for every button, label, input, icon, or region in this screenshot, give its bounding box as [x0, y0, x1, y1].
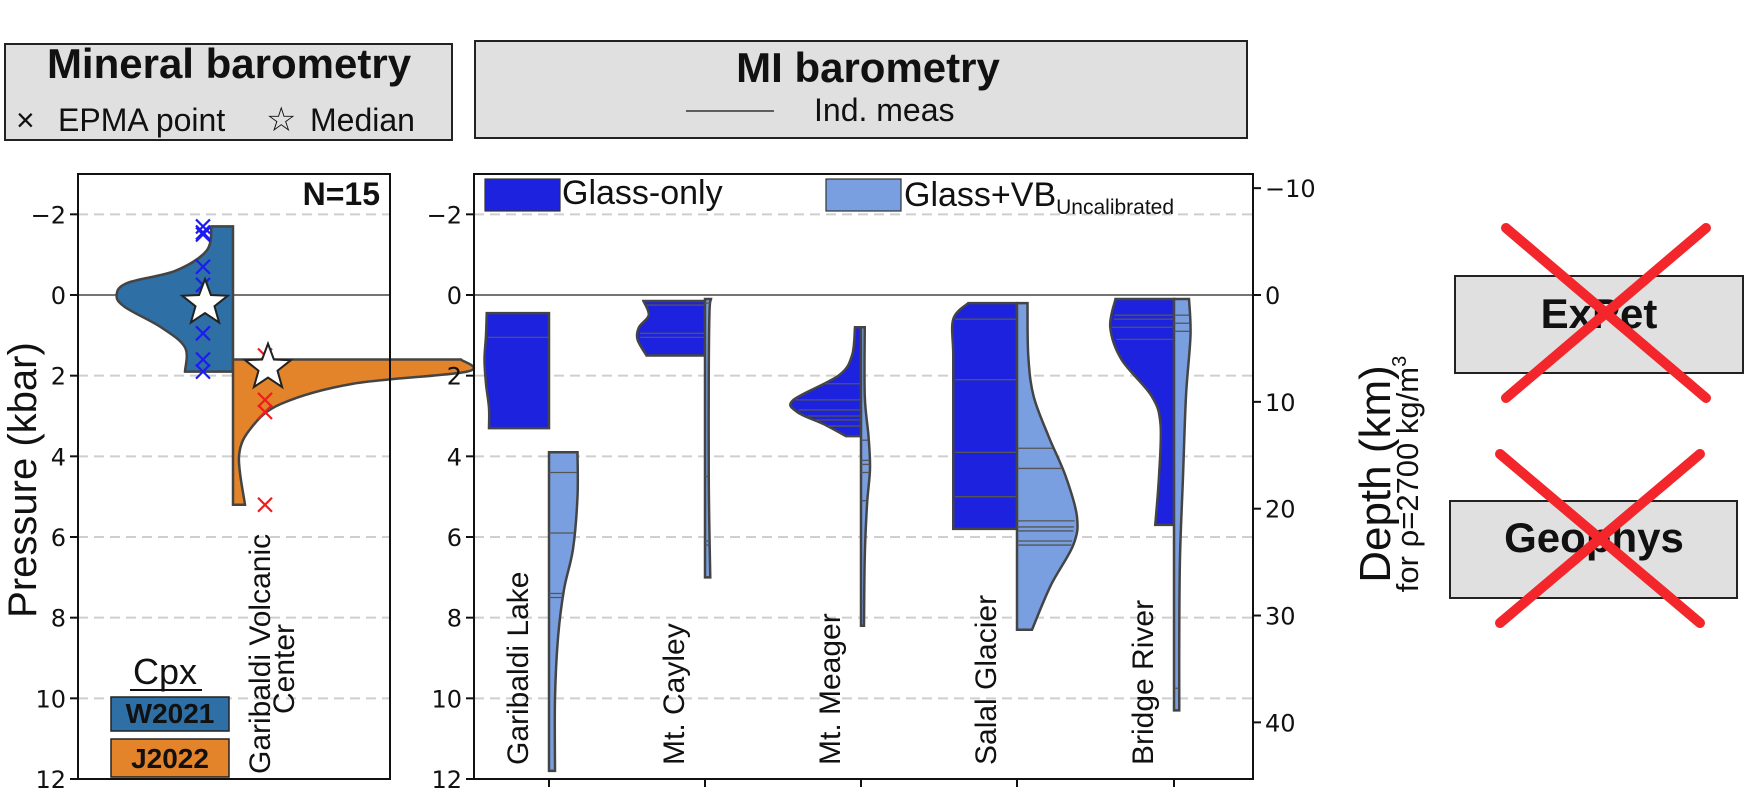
epma-point	[195, 363, 211, 380]
ind-meas-label: Ind. meas	[814, 92, 955, 128]
violin-glass-vb	[1015, 301, 1079, 632]
median-star	[242, 340, 294, 390]
violin-glass-vb	[547, 451, 580, 773]
glass-vb-legend-label: Glass+VBUncalibrated	[904, 176, 1174, 219]
cross-out-icon	[1501, 223, 1711, 403]
epma-point	[257, 496, 273, 513]
y-tick-label: −2	[427, 201, 462, 229]
j2022-legend-swatch	[110, 738, 230, 778]
depth-tick-label: 0	[1265, 282, 1280, 310]
median-legend-label: Median	[310, 102, 415, 138]
epma-point	[195, 325, 211, 342]
depth-tick-label: −10	[1265, 175, 1316, 203]
epma-point	[257, 404, 273, 420]
depth-axis-label: Depth (km)	[1351, 365, 1400, 583]
y-tick-label: 10	[35, 685, 66, 713]
y-tick-label: 4	[447, 443, 462, 471]
star-marker-icon: ☆	[266, 101, 296, 139]
category-label: Mt. Meager	[814, 613, 847, 765]
mi-violin-panel: −2 0 2 4 6 8 10 12 −10 0 10 20 30 40 Garibaldi Lake Mt…	[427, 173, 1425, 794]
violin-glass-only	[1108, 297, 1176, 527]
mineral-violin-panel: −2 0 2 4 6 8 10 12 N=15 Pressure (kbar) Garibal…	[1, 173, 476, 794]
category-label: Mt. Cayley	[658, 623, 691, 765]
violin-j2022	[231, 358, 476, 506]
y-tick-label: 6	[51, 524, 66, 552]
category-label-line-2: Center	[268, 624, 301, 714]
epma-point	[195, 224, 211, 241]
mi-legend: Glass-only Glass+VBUncalibrated	[484, 174, 1174, 219]
depth-axis-sublabel-sup: 3	[1389, 356, 1411, 367]
glass-only-legend-label: Glass-only	[562, 174, 723, 212]
epma-point	[195, 226, 211, 243]
epma-legend-label: EPMA point	[58, 102, 225, 138]
y-tick-label: 8	[51, 605, 66, 633]
y-tick-label: 8	[447, 605, 462, 633]
depth-tick-label: 40	[1265, 709, 1296, 737]
y-tick-label: 12	[431, 766, 462, 794]
y-tick-label: 0	[447, 282, 462, 310]
depth-axis-sublabel-text: for ρ=2700 kg/m	[1390, 367, 1425, 592]
violin-glass-only	[950, 301, 1019, 531]
y-tick-label: 2	[51, 363, 66, 391]
n-label: N=15	[303, 176, 380, 212]
left-plot-frame	[77, 173, 391, 780]
y-tick-label: 12	[35, 766, 66, 794]
depth-tick-label: 30	[1265, 603, 1296, 631]
expet-crossed-box: ExPet	[1454, 223, 1744, 403]
depth-tick-label: 20	[1265, 496, 1296, 524]
violin-glass-vb	[1172, 297, 1192, 712]
glass-vb-legend-main: Glass+VB	[904, 176, 1056, 214]
y-tick-label: 6	[447, 524, 462, 552]
y-tick-label: 0	[51, 282, 66, 310]
violin-glass-only	[483, 311, 551, 430]
category-label: Bridge River	[1127, 600, 1160, 765]
mineral-title: Mineral barometry	[47, 40, 412, 87]
epma-point	[195, 351, 211, 368]
w2021-legend-swatch	[110, 696, 230, 732]
epma-point	[257, 392, 273, 408]
y-tick-label: 2	[447, 363, 462, 391]
violin-glass-vb	[859, 326, 872, 627]
geophys-crossed-box: Geophys	[1449, 449, 1738, 628]
category-label: Garibaldi Lake	[502, 572, 535, 765]
mi-legend-box: MI barometry Ind. meas	[474, 40, 1248, 139]
epma-point	[195, 258, 211, 275]
mi-title: MI barometry	[736, 44, 1000, 91]
right-plot-frame	[473, 173, 1254, 780]
glass-vb-legend-swatch	[825, 178, 902, 212]
mineral-legend-box: Mineral barometry × EPMA point ☆ Median	[4, 40, 453, 141]
y-tick-label: 10	[431, 685, 462, 713]
cross-out-icon	[1495, 449, 1705, 628]
depth-axis-sublabel: for ρ=2700 kg/m3	[1389, 356, 1425, 592]
w2021-legend-label: W2021	[126, 698, 215, 729]
j2022-legend-label: J2022	[131, 743, 209, 774]
median-star	[179, 276, 231, 325]
cpx-legend-title: Cpx	[133, 651, 197, 692]
cpx-legend: Cpx W2021 J2022	[110, 651, 230, 778]
glass-only-legend-swatch	[484, 178, 561, 212]
depth-tick-label: 10	[1265, 389, 1296, 417]
y-tick-label: 4	[51, 443, 66, 471]
category-label-line-1: Garibaldi Volcanic	[244, 534, 277, 774]
y-tick-label: −2	[31, 201, 66, 229]
violin-glass-only	[789, 326, 863, 438]
left-y-axis-label: Pressure (kbar)	[1, 342, 45, 618]
category-label: Salal Glacier	[970, 595, 1003, 765]
epma-marker-icon: ×	[16, 102, 35, 138]
category-label: Garibaldi Volcanic Center	[244, 534, 301, 774]
violin-glass-vb	[703, 297, 713, 579]
violin-glass-only	[635, 299, 707, 357]
glass-vb-legend-sub: Uncalibrated	[1056, 196, 1174, 219]
